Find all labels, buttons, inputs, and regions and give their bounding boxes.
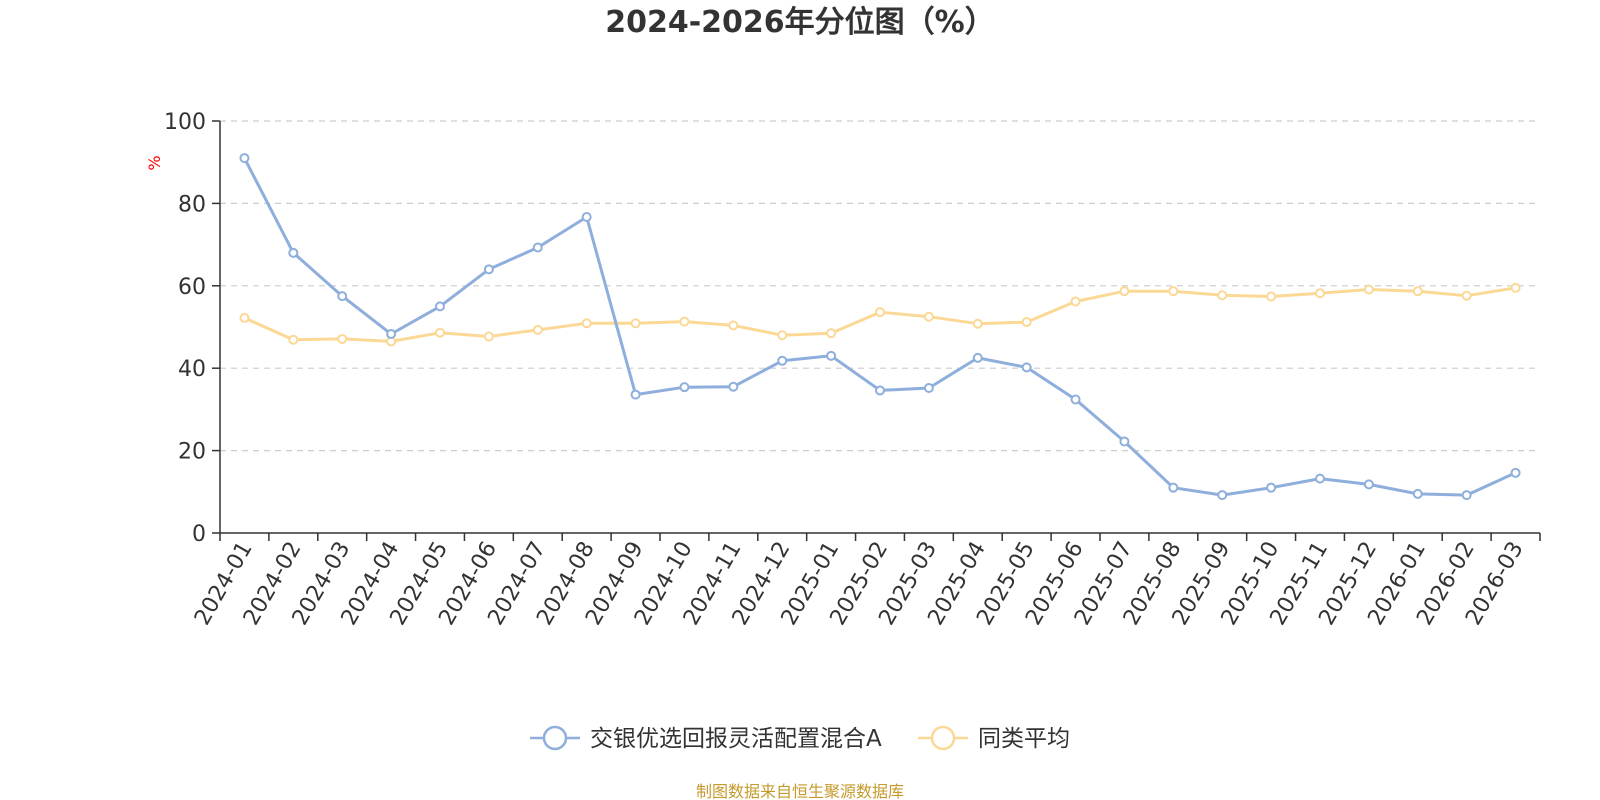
y-tick-label: 100 (164, 110, 206, 135)
legend-marker (542, 725, 568, 751)
data-point (1070, 296, 1081, 307)
data-point (972, 318, 983, 329)
data-point (1363, 479, 1374, 490)
data-point (1412, 286, 1423, 297)
series-line (243, 157, 1517, 497)
data-point (435, 327, 445, 338)
data-point (337, 291, 348, 302)
data-point (777, 355, 788, 366)
data-point (337, 333, 348, 344)
legend-label: 同类平均 (978, 726, 1070, 752)
data-point (1217, 490, 1228, 501)
data-point (1510, 467, 1521, 478)
y-axis-unit-label: % (145, 155, 164, 170)
data-point (1266, 482, 1277, 493)
y-tick-label: 0 (192, 522, 206, 547)
y-tick-label: 20 (178, 440, 206, 465)
y-tick-label: 60 (178, 275, 206, 300)
data-point (1510, 282, 1521, 293)
grid-lines (220, 120, 1540, 452)
data-point (1363, 284, 1374, 295)
legend-label: 交银优选回报灵活配置混合A (590, 726, 882, 752)
data-point (630, 318, 641, 329)
data-point (875, 307, 885, 318)
data-point (630, 389, 641, 400)
data-point (923, 382, 934, 393)
data-point (581, 318, 592, 329)
data-point (239, 153, 250, 164)
data-point (483, 331, 494, 342)
y-tick-label: 40 (178, 357, 206, 382)
data-point (1217, 290, 1228, 301)
legend-item-1[interactable]: 同类平均 (918, 725, 1070, 752)
data-point (923, 311, 934, 322)
data-point (1021, 362, 1032, 373)
data-point (1021, 317, 1032, 328)
data-point (386, 329, 397, 340)
data-point (532, 242, 543, 253)
data-point (777, 330, 788, 341)
data-point (875, 385, 885, 396)
legend-item-0[interactable]: 交银优选回报灵活配置混合A (530, 725, 882, 752)
data-point (435, 301, 445, 312)
data-point (1266, 291, 1277, 302)
data-point (1315, 473, 1325, 484)
data-point (483, 264, 494, 275)
legend[interactable]: 交银优选回报灵活配置混合A 同类平均 (530, 725, 1070, 752)
series-1 (239, 282, 1521, 347)
legend-marker (930, 725, 956, 751)
data-point (1070, 394, 1081, 405)
data-point (728, 381, 739, 392)
data-point (1412, 488, 1423, 499)
data-point (288, 247, 299, 258)
y-tick-label: 80 (178, 192, 206, 217)
chart-title: 2024-2026年分位图（%） (605, 5, 995, 40)
data-point (679, 316, 690, 327)
data-point (581, 211, 592, 222)
data-point (288, 334, 299, 345)
data-point (1461, 490, 1472, 501)
data-point (239, 312, 250, 323)
data-point (972, 352, 983, 363)
data-point (1461, 290, 1472, 301)
data-point (826, 328, 837, 339)
data-source-note: 制图数据来自恒生聚源数据库 (696, 782, 904, 800)
data-point (728, 320, 739, 331)
series-0 (239, 153, 1521, 501)
data-point (532, 324, 543, 335)
data-point (1315, 288, 1325, 299)
series-lines (239, 153, 1521, 501)
data-point (1168, 286, 1179, 297)
data-point (1119, 286, 1130, 297)
data-point (826, 350, 837, 361)
data-point (1119, 436, 1130, 447)
data-point (1168, 482, 1179, 493)
data-point (679, 382, 690, 393)
